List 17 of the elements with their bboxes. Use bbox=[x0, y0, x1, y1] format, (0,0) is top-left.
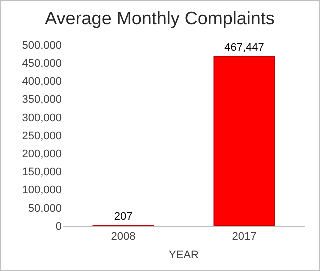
y-tick-label: 500,000 bbox=[22, 40, 62, 52]
y-tick-label: 50,000 bbox=[28, 202, 62, 215]
chart-title: Average Monthly Complaints bbox=[45, 8, 275, 28]
y-tick-label: 400,000 bbox=[22, 76, 62, 88]
y-tick-label: 150,000 bbox=[22, 166, 62, 179]
x-tick-label: 2008 bbox=[111, 231, 136, 244]
x-axis-title: YEAR bbox=[169, 249, 200, 262]
y-tick-label: 300,000 bbox=[22, 112, 62, 124]
x-tick-label: 2017 bbox=[232, 231, 257, 244]
y-tick-label: 0 bbox=[56, 220, 62, 233]
y-tick-label: 100,000 bbox=[22, 184, 62, 197]
y-tick-label: 200,000 bbox=[22, 148, 62, 160]
data-label: 207 bbox=[114, 210, 133, 223]
data-label: 467,447 bbox=[224, 42, 264, 54]
y-tick-label: 450,000 bbox=[22, 58, 62, 70]
y-tick-label: 250,000 bbox=[22, 130, 62, 142]
y-tick-label: 350,000 bbox=[22, 94, 62, 106]
